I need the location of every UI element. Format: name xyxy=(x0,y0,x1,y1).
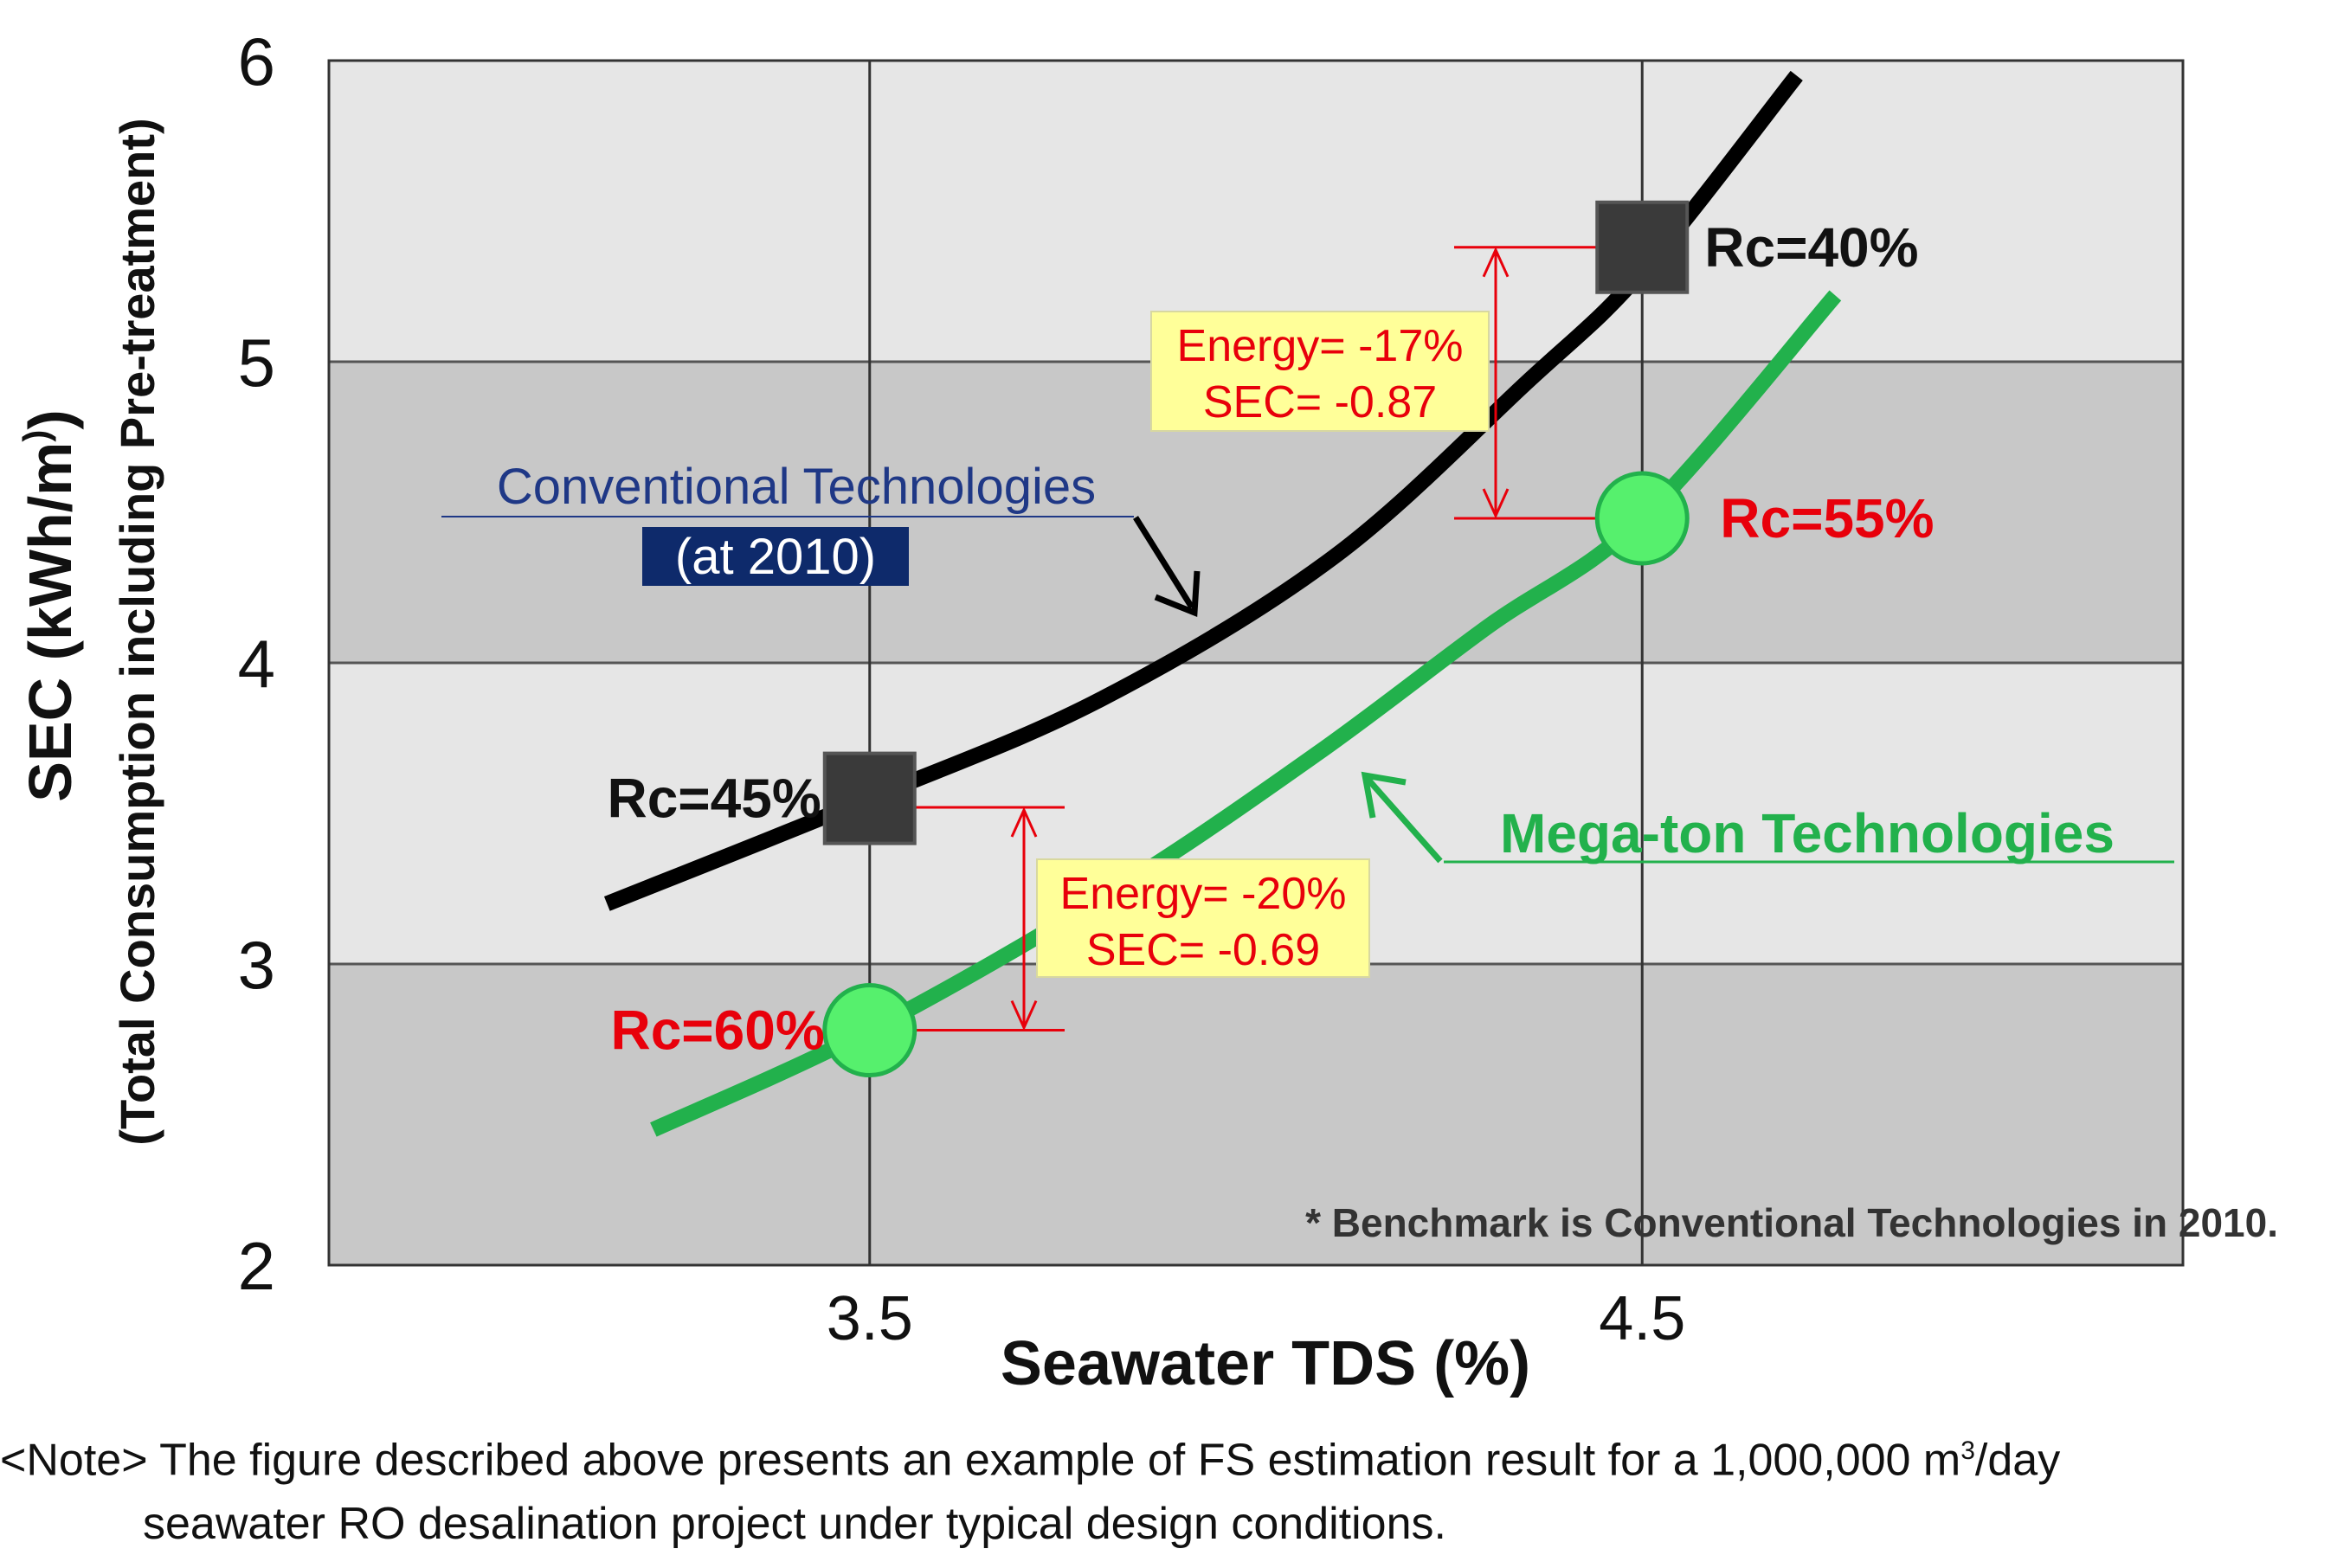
x-axis-title: Seawater TDS (%) xyxy=(1001,1329,1530,1398)
megaton-label: Mega-ton Technologies xyxy=(1500,802,2115,864)
annotation-energy-text: Energy= -20% xyxy=(1060,869,1347,919)
point-label: Rc=60% xyxy=(610,999,824,1062)
y-tick-label: 5 xyxy=(238,325,275,401)
y-tick-label: 4 xyxy=(238,626,275,702)
x-tick-label: 4.5 xyxy=(1599,1284,1685,1353)
note-prefix: <Note> The figure described above presen… xyxy=(0,1435,1961,1486)
annotation-arrowhead-up xyxy=(1482,247,1510,278)
plot-bands xyxy=(329,61,2183,1265)
annotation-sec-text: SEC= -0.87 xyxy=(1203,377,1437,427)
note-line-1: <Note> The figure described above presen… xyxy=(0,1419,2337,1492)
y-tick-label: 3 xyxy=(238,927,275,1003)
megaton-pointer-arrow xyxy=(1365,776,1443,864)
megaton-point-marker xyxy=(822,983,917,1078)
y-axis-subtitle: (Total Consumption including Pre-treatme… xyxy=(110,118,164,1145)
y-axis-title: SEC (kWh/m)) xyxy=(16,409,84,801)
note-line-2: seawater RO desalination project under t… xyxy=(143,1499,1446,1550)
conventional-arrowhead xyxy=(1154,570,1201,618)
figure-note: <Note> The figure described above presen… xyxy=(0,1419,2337,1556)
annotation-box xyxy=(1150,311,1490,432)
conventional-label: Conventional Technologies xyxy=(497,459,1096,515)
annotation-arrowhead-down xyxy=(1482,488,1510,519)
annotation-arrowhead-down xyxy=(1010,999,1038,1031)
benchmark-footnote: * Benchmark is Conventional Technologies… xyxy=(1305,1200,2278,1245)
conventional-point-marker xyxy=(822,751,917,845)
conventional-year-label: (at 2010) xyxy=(675,529,876,585)
x-tick-label: 3.5 xyxy=(827,1284,913,1353)
megaton-point-marker xyxy=(1594,471,1690,566)
conventional-point-marker xyxy=(1595,200,1690,294)
x-tick-labels: 3.5 4.5 xyxy=(827,1284,1686,1353)
band-2-3 xyxy=(329,964,2183,1265)
note-suffix: /day xyxy=(1974,1435,2061,1486)
point-label: Rc=55% xyxy=(1720,487,1934,549)
y-tick-label: 6 xyxy=(238,23,275,100)
point-label: Rc=40% xyxy=(1704,216,1918,279)
y-tick-label: 2 xyxy=(238,1228,275,1304)
annotation-arrowhead-up xyxy=(1010,806,1038,838)
y-tick-labels: 2 3 4 5 6 xyxy=(238,23,275,1304)
point-label: Rc=45% xyxy=(607,768,821,830)
annotation-sec-text: SEC= -0.69 xyxy=(1086,925,1320,975)
plot-frame xyxy=(327,59,2185,1267)
conventional-year-badge xyxy=(642,527,909,586)
megaton-arrowhead xyxy=(1361,771,1407,819)
conventional-pointer-arrow xyxy=(1133,516,1194,609)
annotation-energy-text: Energy= -17% xyxy=(1177,321,1464,371)
note-superscript: 3 xyxy=(1960,1436,1975,1465)
annotation-box xyxy=(1036,858,1370,978)
